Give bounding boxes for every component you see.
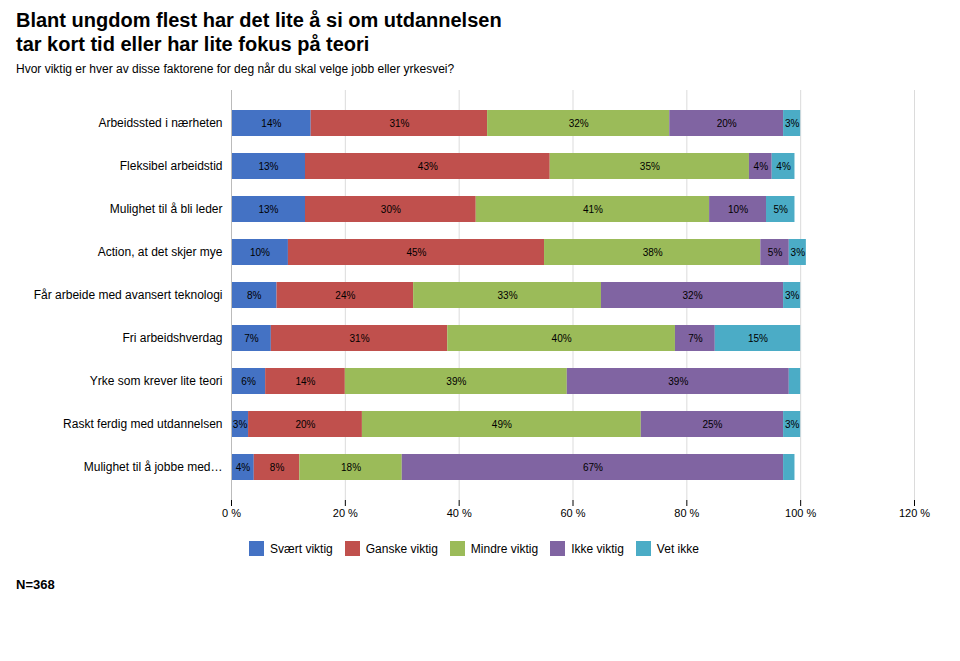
svg-text:25%: 25%	[702, 419, 722, 430]
svg-text:31%: 31%	[389, 118, 409, 129]
svg-text:Fleksibel arbeidstid: Fleksibel arbeidstid	[120, 159, 223, 173]
html-text:Hvor viktig er hver av disse f: Hvor viktig er hver av disse faktorene f…	[16, 62, 455, 76]
svg-text:31%: 31%	[350, 333, 370, 344]
svg-text:18%: 18%	[341, 462, 361, 473]
svg-text:20%: 20%	[717, 118, 737, 129]
svg-text:13%: 13%	[258, 161, 278, 172]
svg-text:10%: 10%	[250, 247, 270, 258]
svg-text:8%: 8%	[247, 290, 262, 301]
svg-text:3%: 3%	[233, 419, 248, 430]
svg-text:5%: 5%	[774, 204, 789, 215]
svg-text:60 %: 60 %	[560, 507, 585, 519]
svg-text:39%: 39%	[668, 376, 688, 387]
svg-text:14%: 14%	[295, 376, 315, 387]
html-text:Vet ikke: Vet ikke	[656, 541, 699, 556]
svg-text:38%: 38%	[643, 247, 663, 258]
svg-text:Raskt ferdig med utdannelsen: Raskt ferdig med utdannelsen	[63, 417, 222, 431]
svg-text:41%: 41%	[583, 204, 603, 215]
svg-text:39%: 39%	[446, 376, 466, 387]
svg-text:3%: 3%	[785, 419, 800, 430]
html-text:N=368: N=368	[16, 577, 55, 592]
svg-text:45%: 45%	[406, 247, 426, 258]
svg-text:Fri arbeidshverdag: Fri arbeidshverdag	[122, 331, 222, 345]
html-text:tar kort tid eller har lite fo: tar kort tid eller har lite fokus på teo…	[16, 33, 370, 55]
svg-text:7%: 7%	[688, 333, 703, 344]
html-text:Mindre viktig: Mindre viktig	[470, 541, 539, 556]
svg-text:32%: 32%	[683, 290, 703, 301]
svg-text:20 %: 20 %	[333, 507, 358, 519]
svg-text:3%: 3%	[785, 118, 800, 129]
svg-text:Mulighet til å jobbe med…: Mulighet til å jobbe med…	[84, 460, 223, 474]
svg-text:30%: 30%	[381, 204, 401, 215]
svg-text:6%: 6%	[241, 376, 256, 387]
svg-text:40 %: 40 %	[447, 507, 472, 519]
svg-text:40%: 40%	[552, 333, 572, 344]
svg-text:4%: 4%	[776, 161, 791, 172]
svg-text:32%: 32%	[569, 118, 589, 129]
svg-text:3%: 3%	[785, 290, 800, 301]
svg-text:Action, at det skjer mye: Action, at det skjer mye	[98, 245, 223, 259]
svg-text:4%: 4%	[236, 462, 251, 473]
svg-text:8%: 8%	[270, 462, 285, 473]
svg-text:7%: 7%	[244, 333, 259, 344]
svg-text:33%: 33%	[498, 290, 518, 301]
svg-text:120 %: 120 %	[899, 507, 930, 519]
svg-text:10%: 10%	[728, 204, 748, 215]
svg-text:49%: 49%	[492, 419, 512, 430]
svg-text:5%: 5%	[768, 247, 783, 258]
svg-text:4%: 4%	[754, 161, 769, 172]
svg-text:Yrke som krever lite teori: Yrke som krever lite teori	[90, 374, 223, 388]
svg-text:0 %: 0 %	[222, 507, 241, 519]
svg-text:100 %: 100 %	[785, 507, 816, 519]
svg-text:Arbeidssted i nærheten: Arbeidssted i nærheten	[98, 116, 222, 130]
svg-text:13%: 13%	[258, 204, 278, 215]
svg-text:20%: 20%	[295, 419, 315, 430]
svg-text:14%: 14%	[261, 118, 281, 129]
svg-text:15%: 15%	[748, 333, 768, 344]
svg-text:43%: 43%	[418, 161, 438, 172]
html-text:Blant ungdom flest har det lit: Blant ungdom flest har det lite å si om …	[16, 9, 502, 31]
svg-text:Får arbeide med avansert tekno: Får arbeide med avansert teknologi	[34, 288, 223, 302]
svg-text:80 %: 80 %	[674, 507, 699, 519]
svg-text:3%: 3%	[791, 247, 806, 258]
html-text:Svært viktig: Svært viktig	[270, 541, 333, 556]
svg-text:35%: 35%	[640, 161, 660, 172]
svg-text:24%: 24%	[335, 290, 355, 301]
html-text:Ikke viktig: Ikke viktig	[571, 541, 624, 556]
html-text:Ganske viktig: Ganske viktig	[365, 541, 438, 556]
svg-text:67%: 67%	[583, 462, 603, 473]
svg-text:Mulighet til å bli leder: Mulighet til å bli leder	[110, 202, 223, 216]
